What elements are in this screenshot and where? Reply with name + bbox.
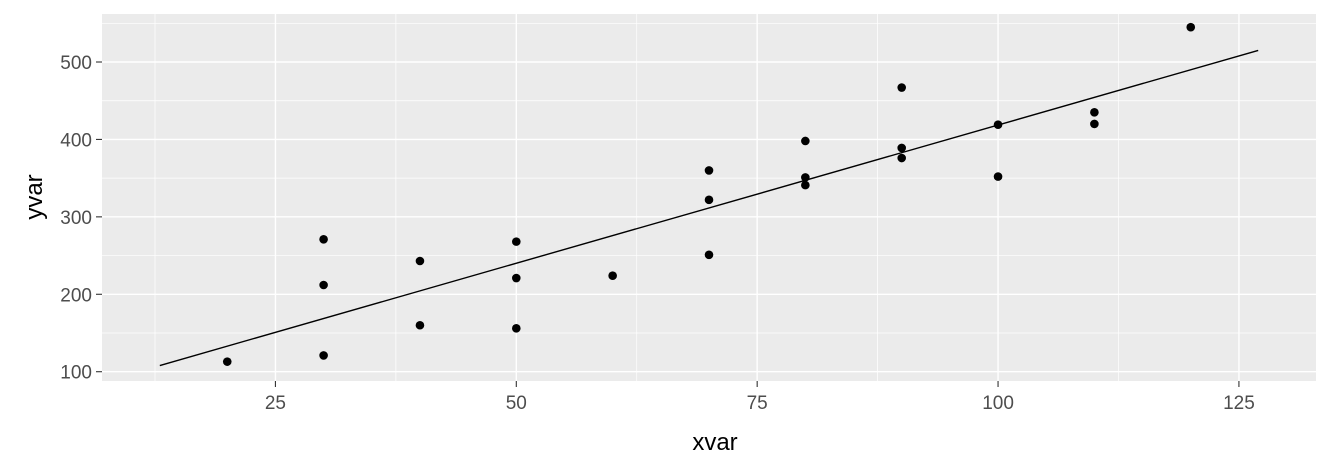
data-point	[704, 195, 714, 205]
x-axis: 25 50 75 100 125	[265, 381, 1255, 414]
y-tick-label: 200	[60, 285, 92, 306]
data-point	[222, 357, 232, 366]
data-point	[897, 153, 906, 163]
data-point	[1186, 22, 1196, 32]
x-tick-label: 75	[747, 393, 768, 414]
x-tick-label: 25	[265, 393, 286, 414]
data-points	[222, 22, 1196, 366]
data-point	[512, 237, 521, 246]
data-point	[993, 172, 1003, 181]
data-point	[801, 136, 810, 146]
data-point	[897, 143, 906, 153]
data-point	[1090, 108, 1099, 117]
data-point	[415, 256, 425, 266]
data-point	[704, 250, 714, 260]
x-tick-label: 50	[506, 393, 527, 414]
data-point	[319, 235, 328, 244]
y-tick-label: 100	[60, 363, 92, 384]
regression-line-group	[159, 49, 1259, 367]
data-point	[1090, 119, 1099, 129]
y-tick-label: 300	[60, 208, 92, 229]
data-point	[512, 324, 521, 333]
x-tick-label: 100	[982, 393, 1014, 414]
y-axis: 100 200 300 400 500	[60, 53, 102, 384]
data-point	[801, 180, 810, 190]
data-point	[801, 173, 810, 182]
x-axis-title: xvar	[692, 429, 737, 456]
data-point	[512, 273, 521, 283]
data-point	[415, 320, 425, 330]
x-tick-label: 125	[1223, 393, 1255, 414]
data-point	[608, 271, 617, 281]
data-point	[993, 120, 1003, 130]
y-tick-label: 400	[60, 130, 92, 151]
regression-line	[159, 49, 1259, 367]
y-tick-label: 500	[60, 53, 92, 74]
grid-lines	[102, 14, 1316, 381]
data-point	[319, 351, 328, 360]
data-point	[704, 166, 714, 175]
data-point	[897, 83, 906, 92]
y-axis-title: yvar	[21, 174, 48, 219]
data-point	[319, 280, 328, 290]
